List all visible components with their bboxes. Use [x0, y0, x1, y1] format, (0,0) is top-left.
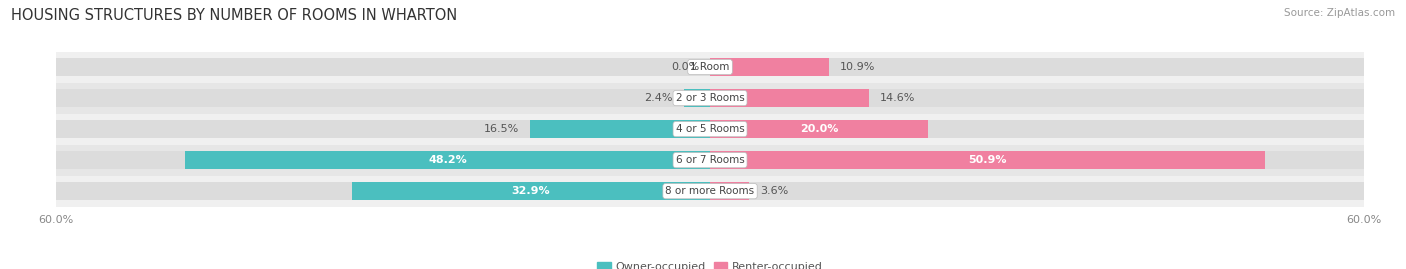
- Bar: [710, 58, 1364, 76]
- Text: 50.9%: 50.9%: [969, 155, 1007, 165]
- Text: 0.0%: 0.0%: [671, 62, 699, 72]
- Text: 6 or 7 Rooms: 6 or 7 Rooms: [676, 155, 744, 165]
- Bar: [56, 182, 710, 200]
- Bar: [710, 151, 1364, 169]
- Bar: [56, 176, 1364, 207]
- Bar: [56, 89, 710, 107]
- Bar: [710, 151, 1264, 169]
- Bar: [710, 182, 749, 200]
- Bar: [56, 114, 1364, 145]
- Bar: [56, 58, 710, 76]
- Bar: [710, 58, 828, 76]
- Legend: Owner-occupied, Renter-occupied: Owner-occupied, Renter-occupied: [593, 258, 827, 269]
- Bar: [710, 89, 869, 107]
- Bar: [530, 120, 710, 138]
- Text: 14.6%: 14.6%: [880, 93, 915, 103]
- Text: 8 or more Rooms: 8 or more Rooms: [665, 186, 755, 196]
- Bar: [352, 182, 710, 200]
- Text: 1 Room: 1 Room: [690, 62, 730, 72]
- Text: 32.9%: 32.9%: [512, 186, 550, 196]
- Text: HOUSING STRUCTURES BY NUMBER OF ROOMS IN WHARTON: HOUSING STRUCTURES BY NUMBER OF ROOMS IN…: [11, 8, 457, 23]
- Bar: [683, 89, 710, 107]
- Bar: [710, 120, 928, 138]
- Text: Source: ZipAtlas.com: Source: ZipAtlas.com: [1284, 8, 1395, 18]
- Bar: [710, 89, 1364, 107]
- Text: 16.5%: 16.5%: [484, 124, 519, 134]
- Text: 3.6%: 3.6%: [761, 186, 789, 196]
- Text: 2 or 3 Rooms: 2 or 3 Rooms: [676, 93, 744, 103]
- Text: 2.4%: 2.4%: [644, 93, 673, 103]
- Bar: [56, 151, 710, 169]
- Bar: [184, 151, 710, 169]
- Bar: [56, 120, 710, 138]
- Bar: [710, 120, 1364, 138]
- Text: 48.2%: 48.2%: [427, 155, 467, 165]
- Bar: [56, 145, 1364, 176]
- Text: 4 or 5 Rooms: 4 or 5 Rooms: [676, 124, 744, 134]
- Bar: [710, 182, 1364, 200]
- Text: 20.0%: 20.0%: [800, 124, 838, 134]
- Bar: [56, 52, 1364, 83]
- Bar: [56, 83, 1364, 114]
- Text: 10.9%: 10.9%: [839, 62, 875, 72]
